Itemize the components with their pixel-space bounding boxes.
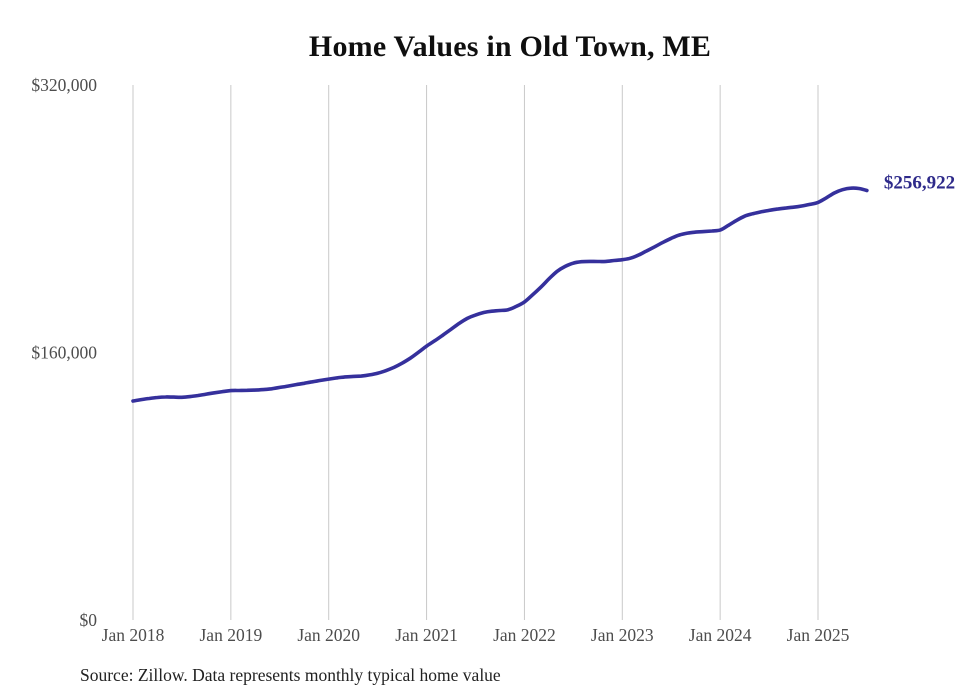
x-axis-tick-labels: Jan 2018 Jan 2019 Jan 2020 Jan 2021 Jan 2022…: [102, 625, 850, 645]
x-tick-label: Jan 2019: [200, 625, 263, 645]
home-value-series-line: [131, 186, 869, 403]
x-tick-label: Jan 2022: [493, 625, 556, 645]
x-tick-label: Jan 2018: [102, 625, 165, 645]
x-tick-label: Jan 2023: [591, 625, 654, 645]
x-tick-label: Jan 2021: [395, 625, 458, 645]
chart-title: Home Values in Old Town, ME: [308, 30, 712, 63]
x-tick-label: Jan 2024: [689, 625, 752, 645]
y-axis-tick-labels: $0 $160,000 $320,000: [31, 75, 97, 630]
y-tick-label: $320,000: [31, 75, 97, 95]
source-note: Source: Zillow. Data represents monthly …: [80, 665, 501, 685]
y-tick-label: $160,000: [31, 343, 97, 363]
gridlines: [132, 85, 819, 620]
x-tick-label: Jan 2025: [787, 625, 850, 645]
latest-value-label: $256,922: [884, 172, 955, 193]
x-tick-label: Jan 2020: [297, 625, 360, 645]
y-tick-label: $0: [80, 610, 98, 630]
